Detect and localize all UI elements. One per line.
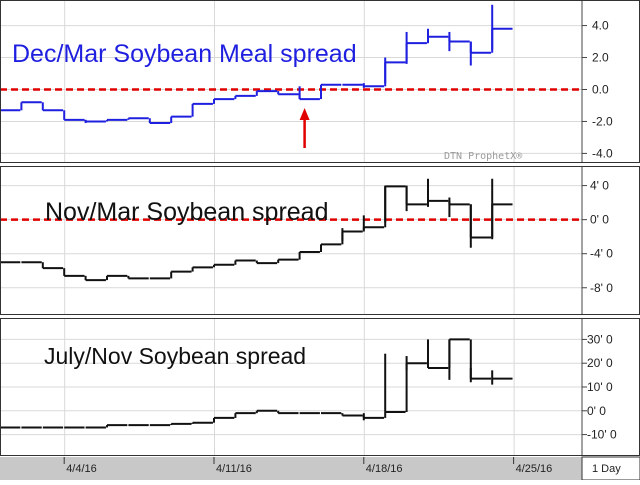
- julynov-ytick-label: 10' 0: [587, 380, 613, 394]
- x-axis-strip: [0, 457, 582, 480]
- meal-ytick-label: -2.0: [592, 114, 613, 128]
- nov-mar-spread-title: Nov/Mar Soybean spread: [45, 198, 328, 226]
- novmar-ytick-label: -4' 0: [590, 247, 613, 261]
- julynov-ytick-label: 0' 0: [587, 404, 606, 418]
- x-tick-label: 4/25/16: [516, 463, 553, 475]
- novmar-ytick-label: 0' 0: [590, 213, 609, 227]
- meal-ytick-label: 0.0: [592, 82, 609, 96]
- julynov-ytick-label: -10' 0: [587, 428, 617, 442]
- meal-ytick-label: 4.0: [592, 19, 609, 33]
- july-nov-spread-title: July/Nov Soybean spread: [44, 343, 306, 369]
- meal-ytick-label: -4.0: [592, 146, 613, 160]
- meal-ytick-label: 2.0: [592, 51, 609, 65]
- x-tick-label: 4/18/16: [366, 463, 403, 475]
- julynov-ytick-label: 20' 0: [587, 356, 613, 370]
- x-tick-label: 4/11/16: [216, 463, 252, 475]
- watermark: DTN ProphetX®: [444, 151, 523, 162]
- x-tick-label: 4/4/16: [66, 463, 97, 475]
- novmar-ytick-label: -8' 0: [590, 281, 613, 295]
- period-label: 1 Day: [592, 463, 621, 475]
- julynov-ytick-label: 30' 0: [587, 332, 613, 346]
- red-arrow-head: [299, 108, 310, 120]
- meal-spread-title: Dec/Mar Soybean Meal spread: [12, 40, 357, 68]
- novmar-ytick-label: 4' 0: [590, 179, 609, 193]
